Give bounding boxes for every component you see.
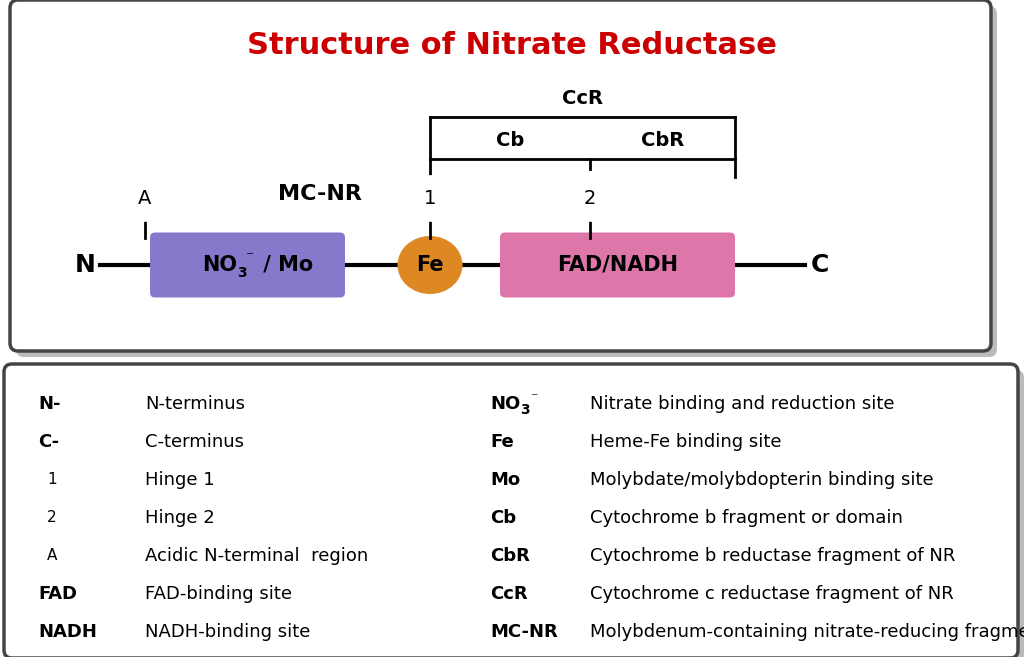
Text: 2: 2 (47, 510, 56, 526)
Text: Fe: Fe (490, 433, 514, 451)
Text: FAD: FAD (38, 585, 77, 603)
Text: Molybdate/molybdopterin binding site: Molybdate/molybdopterin binding site (590, 471, 934, 489)
FancyBboxPatch shape (10, 0, 991, 351)
Circle shape (38, 504, 66, 532)
Text: CcR: CcR (562, 89, 603, 108)
Text: N-: N- (38, 395, 60, 413)
FancyBboxPatch shape (4, 364, 1018, 657)
Text: FAD-binding site: FAD-binding site (145, 585, 292, 603)
FancyBboxPatch shape (16, 6, 997, 357)
Circle shape (408, 177, 452, 221)
Text: NO: NO (490, 395, 520, 413)
Text: Cb: Cb (490, 509, 516, 527)
Text: MC-NR: MC-NR (490, 623, 558, 641)
Text: Cytochrome c reductase fragment of NR: Cytochrome c reductase fragment of NR (590, 585, 953, 603)
Text: N-terminus: N-terminus (145, 395, 245, 413)
FancyBboxPatch shape (500, 233, 735, 298)
Text: Acidic N-terminal  region: Acidic N-terminal region (145, 547, 369, 565)
Text: Hinge 2: Hinge 2 (145, 509, 215, 527)
Text: 3: 3 (520, 403, 529, 417)
Text: A: A (47, 549, 57, 564)
Text: NADH-binding site: NADH-binding site (145, 623, 310, 641)
Text: ⁻: ⁻ (246, 250, 254, 265)
Circle shape (568, 177, 612, 221)
Text: N: N (75, 253, 95, 277)
Circle shape (38, 542, 66, 570)
Text: Heme-Fe binding site: Heme-Fe binding site (590, 433, 781, 451)
FancyBboxPatch shape (150, 233, 345, 298)
Text: C-: C- (38, 433, 59, 451)
Text: MC-NR: MC-NR (278, 183, 361, 204)
FancyBboxPatch shape (10, 370, 1024, 657)
Text: NO: NO (203, 255, 238, 275)
Text: C-terminus: C-terminus (145, 433, 244, 451)
Text: Cytochrome b fragment or domain: Cytochrome b fragment or domain (590, 509, 903, 527)
Text: 1: 1 (424, 189, 436, 208)
Text: CcR: CcR (490, 585, 527, 603)
Text: FAD/NADH: FAD/NADH (557, 255, 678, 275)
Text: 3: 3 (238, 266, 247, 280)
Text: Cb: Cb (496, 131, 524, 150)
Circle shape (123, 177, 167, 221)
Text: Hinge 1: Hinge 1 (145, 471, 215, 489)
Text: Mo: Mo (490, 471, 520, 489)
Text: CbR: CbR (490, 547, 529, 565)
Text: Molybdenum-containing nitrate-reducing fragment: Molybdenum-containing nitrate-reducing f… (590, 623, 1024, 641)
Text: 2: 2 (584, 189, 596, 208)
Text: Nitrate binding and reduction site: Nitrate binding and reduction site (590, 395, 895, 413)
Text: C: C (811, 253, 829, 277)
Text: Fe: Fe (416, 255, 443, 275)
Text: A: A (138, 189, 152, 208)
Text: / Mo: / Mo (256, 255, 312, 275)
Text: CbR: CbR (641, 131, 684, 150)
Circle shape (38, 466, 66, 494)
Text: 1: 1 (47, 472, 56, 487)
Ellipse shape (397, 236, 463, 294)
Text: NADH: NADH (38, 623, 97, 641)
Text: ⁻: ⁻ (530, 391, 538, 405)
Text: Cytochrome b reductase fragment of NR: Cytochrome b reductase fragment of NR (590, 547, 955, 565)
Text: Structure of Nitrate Reductase: Structure of Nitrate Reductase (247, 30, 777, 60)
